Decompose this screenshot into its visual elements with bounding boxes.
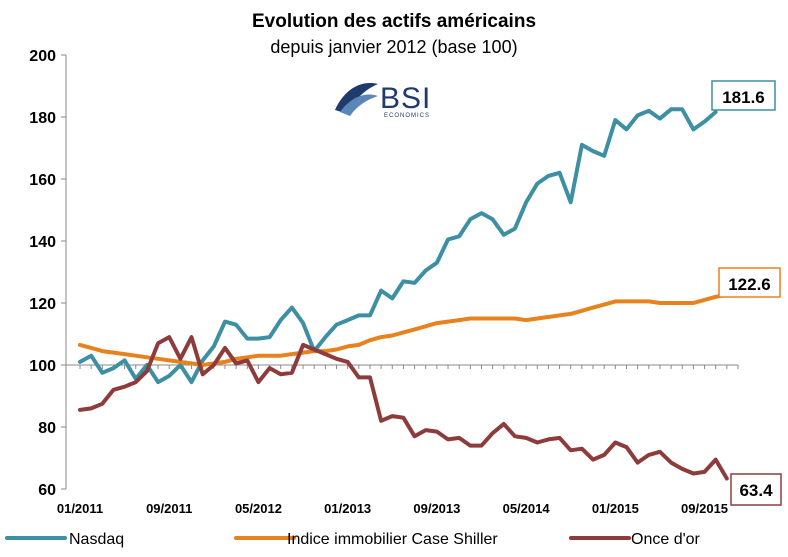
x-tick-label: 05/2014 (503, 501, 551, 516)
x-tick-label: 05/2012 (235, 501, 282, 516)
chart-subtitle: depuis janvier 2012 (base 100) (270, 37, 517, 57)
series-lines (78, 107, 729, 481)
axes: 60 80 100 120 140 160 180 200 01/2011 09/2011 05/2… (29, 48, 739, 516)
y-tick-label: 200 (29, 48, 56, 65)
series-line-once-d-or (78, 335, 729, 481)
end-label-box-once-d-or (730, 473, 782, 506)
legend-label-nasdaq: Nasdaq (69, 531, 124, 548)
y-tick-label: 140 (29, 234, 56, 251)
end-label-box-indice-immobilier-case-shiller (718, 267, 781, 298)
x-tick-label: 01/2013 (324, 501, 371, 516)
bsi-logo: BSI ECONOMICS (335, 82, 431, 119)
x-tick-label: 09/2013 (413, 501, 460, 516)
logo-text: BSI (380, 82, 431, 115)
logo-subtext: ECONOMICS (384, 113, 430, 119)
x-tick-label: 09/2015 (681, 501, 728, 516)
series-line-nasdaq (78, 107, 718, 385)
y-tick-label: 60 (38, 482, 56, 499)
x-tick-label: 01/2015 (592, 501, 639, 516)
end-label-once-d-or: 63.4 (739, 481, 773, 500)
end-label-nasdaq: 181.6 (722, 88, 765, 107)
legend: Nasdaq Indice immobilier Case Shiller Once… (5, 531, 701, 548)
y-tick-label: 80 (38, 420, 56, 437)
end-label-box-nasdaq (711, 80, 776, 111)
end-labels: 181.6 122.6 63.4 (711, 80, 782, 506)
y-tick-label: 120 (29, 296, 56, 313)
chart-title: Evolution des actifs américains (252, 11, 536, 32)
legend-label-once-d-or: Once d'or (631, 531, 701, 548)
y-tick-label: 100 (29, 358, 56, 375)
x-tick-label: 01/2011 (57, 501, 103, 516)
y-tick-label: 180 (29, 110, 56, 127)
x-tick-label: 09/2011 (146, 501, 192, 516)
y-tick-label: 160 (29, 172, 56, 189)
wing-accent-icon (340, 94, 378, 116)
legend-label-indice-immobilier-case-shiller: Indice immobilier Case Shiller (287, 531, 498, 548)
end-label-indice-immobilier-case-shiller: 122.6 (728, 275, 771, 294)
